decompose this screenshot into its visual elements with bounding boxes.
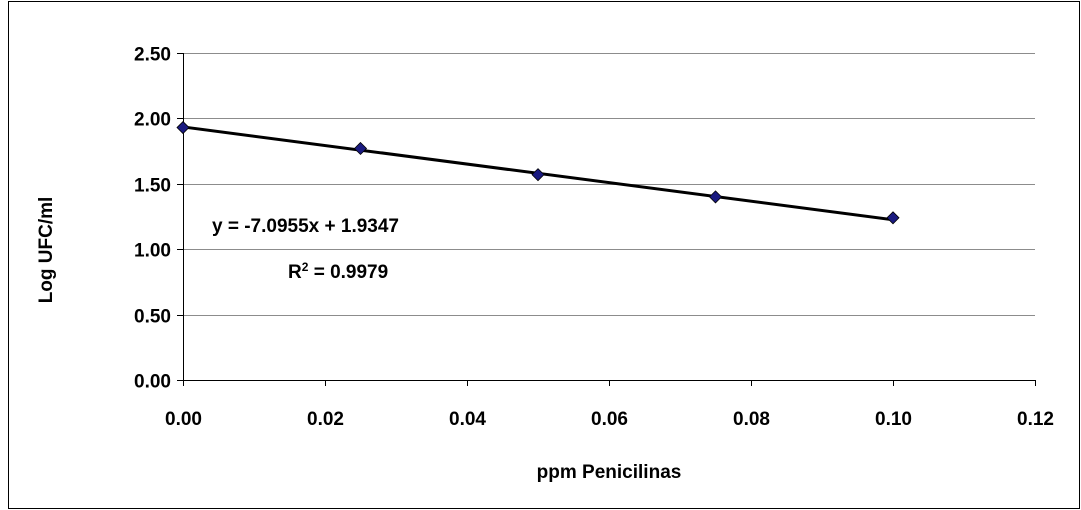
r-squared-prefix: R (288, 262, 302, 283)
data-point (176, 120, 190, 135)
data-point (531, 168, 545, 182)
chart-border (8, 1, 1080, 509)
x-tick-label: 0.00 (165, 409, 202, 430)
r-squared-annotation: R2 = 0.9979 (288, 260, 388, 283)
grid-lines (183, 53, 1035, 316)
axes (177, 53, 1036, 386)
y-tick-label: 2.00 (134, 110, 171, 131)
data-point (353, 141, 368, 156)
y-tick-label: 1.50 (134, 176, 171, 197)
y-tick-label: 1.00 (134, 241, 171, 262)
x-tick-labels: 0.00 0.02 0.04 0.06 0.08 0.10 0.12 (165, 409, 1054, 430)
y-axis-title: Log UFC/ml (36, 197, 57, 304)
data-point (886, 211, 900, 225)
x-tick-label: 0.10 (875, 409, 912, 430)
y-tick-labels: 0.00 0.50 1.00 1.50 2.00 2.50 (134, 45, 171, 393)
x-tick-label: 0.06 (591, 409, 628, 430)
r-squared-superscript: 2 (302, 260, 309, 274)
data-points (176, 120, 900, 225)
data-point (708, 190, 723, 204)
r-squared-value: = 0.9979 (308, 262, 388, 283)
x-axis-title: ppm Penicilinas (537, 462, 682, 483)
x-tick-label: 0.08 (733, 409, 770, 430)
trendline-equation: y = -7.0955x + 1.9347 (212, 216, 399, 237)
x-tick-label: 0.12 (1017, 409, 1054, 430)
y-tick-label: 2.50 (134, 45, 171, 66)
y-tick-label: 0.50 (134, 307, 171, 328)
y-tick-label: 0.00 (134, 372, 171, 393)
x-tick-label: 0.02 (307, 409, 344, 430)
x-tick-label: 0.04 (449, 409, 486, 430)
